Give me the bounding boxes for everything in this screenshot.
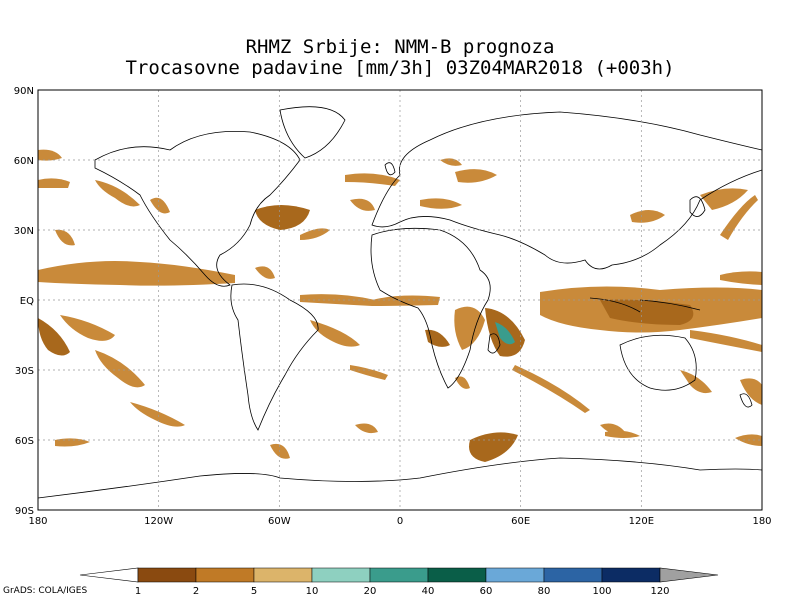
precip-area — [690, 330, 762, 352]
precip-area — [469, 432, 518, 462]
colorbar-swatch — [543, 567, 603, 583]
longitude-tick-label: 0 — [397, 516, 403, 527]
precip-area — [150, 197, 170, 214]
coastlines — [37, 106, 763, 499]
precip-area — [300, 294, 375, 306]
map-title-line1: RHMZ Srbije: NMM-B prognoza — [245, 36, 555, 58]
madagascar-outline — [487, 333, 501, 354]
precip-area — [255, 205, 310, 230]
antarctica-outline — [37, 457, 763, 499]
precip-area — [440, 158, 462, 166]
colorbar-swatch — [253, 567, 313, 583]
map-title-line2: Trocasovne padavine [mm/3h] 03Z04MAR2018… — [125, 57, 675, 79]
precip-area — [95, 350, 145, 388]
latitude-tick-label: EQ — [20, 296, 34, 307]
precip-area — [512, 365, 590, 413]
colorbar-high-arrow — [659, 567, 719, 583]
precip-area — [60, 315, 115, 341]
north-america-outline — [94, 131, 301, 287]
colorbar-label: 100 — [592, 586, 611, 597]
longitude-tick-label: 60W — [268, 516, 291, 527]
precip-area — [55, 229, 75, 246]
precip-area — [455, 376, 470, 389]
precip-area — [310, 320, 360, 347]
longitude-tick-label: 60E — [511, 516, 530, 527]
precip-area — [455, 169, 497, 183]
colorbar-swatch — [195, 567, 255, 583]
latitude-tick-label: 30N — [14, 226, 34, 237]
latitude-tick-label: 60S — [15, 436, 34, 447]
latitude-tick-label: 90N — [14, 86, 34, 97]
longitude-tick-label: 180 — [752, 516, 771, 527]
colorbar-swatch — [601, 567, 661, 583]
precip-area — [350, 198, 375, 211]
australia-outline — [619, 334, 697, 391]
latitude-labels: 90N 60N 30N EQ 30S 60S 90S — [14, 86, 34, 517]
precip-area — [55, 438, 90, 447]
colorbar-swatch — [311, 567, 371, 583]
colorbar-label: 1 — [135, 586, 141, 597]
colorbar-swatch — [137, 567, 197, 583]
precip-area — [720, 271, 762, 285]
colorbar-swatch — [427, 567, 487, 583]
colorbar-label: 5 — [251, 586, 257, 597]
colorbar-swatch — [485, 567, 545, 583]
longitude-labels: 180 120W 60W 0 60E 120E 180 — [28, 516, 771, 527]
precip-area — [130, 402, 185, 427]
lat-lon-grid — [38, 90, 762, 510]
precip-area — [600, 299, 694, 325]
precip-area — [350, 365, 388, 380]
precip-area — [740, 378, 762, 405]
precip-area — [38, 261, 235, 286]
precip-area — [355, 423, 378, 434]
precip-area — [372, 295, 440, 306]
colorbar-swatch — [369, 567, 429, 583]
longitude-tick-label: 180 — [28, 516, 47, 527]
precip-area — [38, 149, 62, 161]
japan-outline — [689, 196, 706, 217]
eurasia-outline — [371, 111, 763, 270]
precip-area — [420, 198, 462, 209]
precipitation-field — [38, 149, 762, 462]
latitude-tick-label: 60N — [14, 156, 34, 167]
precip-area — [454, 306, 485, 350]
precip-area — [345, 173, 400, 186]
precip-area — [270, 443, 290, 459]
precip-area — [300, 228, 330, 240]
uk-outline — [384, 162, 396, 176]
precip-area — [720, 195, 758, 240]
longitude-tick-label: 120W — [144, 516, 173, 527]
precip-area — [38, 178, 70, 188]
colorbar-low-arrow — [79, 567, 139, 583]
colorbar-label: 60 — [480, 586, 493, 597]
latitude-tick-label: 90S — [15, 506, 34, 517]
longitude-tick-label: 120E — [629, 516, 654, 527]
colorbar-label: 40 — [422, 586, 435, 597]
africa-outline — [370, 227, 491, 389]
colorbar-label: 10 — [306, 586, 319, 597]
grads-credit: GrADS: COLA/IGES — [3, 586, 88, 596]
colorbar-label: 120 — [650, 586, 669, 597]
south-america-outline — [230, 283, 319, 431]
precip-area — [255, 266, 275, 279]
colorbar-label: 20 — [364, 586, 377, 597]
precip-area — [630, 210, 665, 223]
indonesia-outline — [589, 297, 701, 313]
map-frame — [37, 89, 763, 511]
precip-area — [605, 430, 640, 438]
precip-area — [680, 370, 712, 394]
latitude-tick-label: 30S — [15, 366, 34, 377]
precip-area — [495, 322, 515, 345]
colorbar-label: 2 — [193, 586, 199, 597]
greenland-outline — [279, 106, 346, 159]
precip-area — [95, 180, 140, 207]
precip-area — [425, 329, 450, 347]
colorbar: 1 2 5 10 20 40 60 80 100 120 — [79, 567, 719, 597]
new-zealand-outline — [739, 393, 753, 408]
colorbar-label: 80 — [538, 586, 551, 597]
precip-area — [38, 318, 70, 356]
precip-area — [700, 188, 748, 210]
